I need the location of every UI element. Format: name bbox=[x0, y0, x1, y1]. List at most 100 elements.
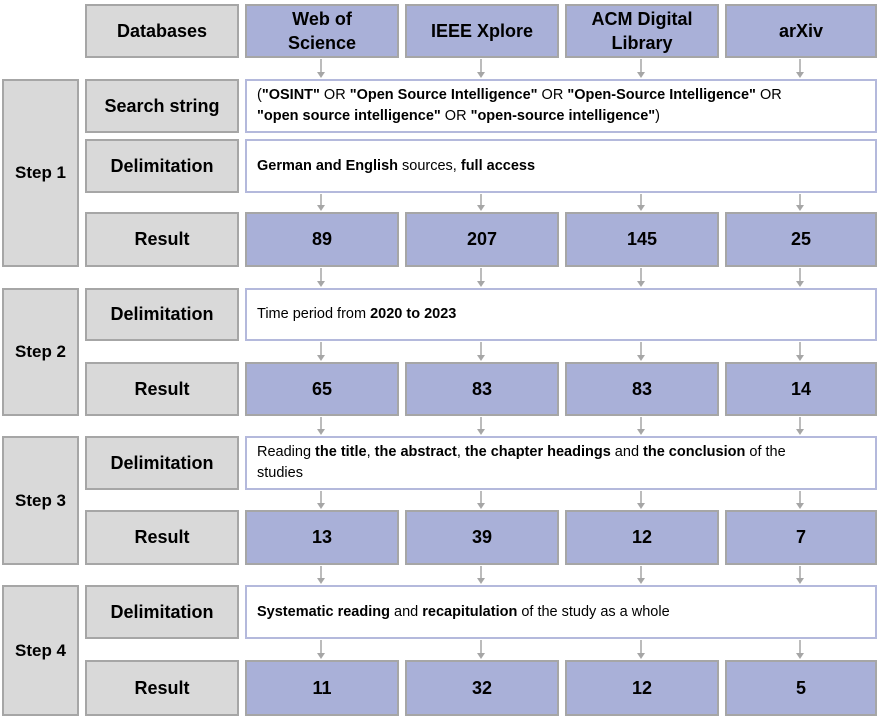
database-arxiv: arXiv bbox=[725, 4, 877, 58]
bold-text-run: the conclusion bbox=[643, 444, 746, 460]
step-2-delimitation-label: Delimitation bbox=[85, 288, 239, 341]
text-run: OR bbox=[319, 87, 350, 103]
step-4-result-web-of-science: 11 bbox=[245, 660, 399, 716]
step-4-delimitation-label: Delimitation bbox=[85, 585, 239, 639]
down-arrow-icon bbox=[317, 59, 325, 78]
step-3-result-label: Result bbox=[85, 510, 239, 565]
down-arrow-icon bbox=[796, 59, 804, 78]
text-run: and bbox=[610, 444, 644, 460]
text-line: ("OSINT" OR "Open Source Intelligence" O… bbox=[257, 85, 782, 106]
step-3-result-arxiv: 7 bbox=[725, 510, 877, 565]
step-1-result-acm: 145 bbox=[565, 212, 719, 267]
down-arrow-icon bbox=[796, 194, 804, 211]
text-run: OR bbox=[537, 87, 568, 103]
step-2-delimitation-text: Time period from 2020 to 2023 bbox=[245, 288, 877, 341]
text-run: Time period from bbox=[257, 306, 371, 322]
bold-text-run: Systematic reading bbox=[257, 603, 390, 620]
down-arrow-icon bbox=[477, 640, 485, 659]
text-run: OR bbox=[755, 87, 782, 103]
bold-text-run: the chapter headings bbox=[464, 444, 611, 460]
down-arrow-icon bbox=[637, 566, 645, 584]
bold-text-run: full access bbox=[460, 157, 536, 174]
text-run: of the study as a whole bbox=[517, 603, 670, 620]
text-run: , bbox=[366, 444, 375, 460]
down-arrow-icon bbox=[477, 194, 485, 211]
down-arrow-icon bbox=[317, 342, 325, 361]
text-run: , bbox=[456, 444, 465, 460]
database-web-of-science: Web of Science bbox=[245, 4, 399, 58]
down-arrow-icon bbox=[317, 194, 325, 211]
bold-text-run: "Open Source Intelligence" bbox=[349, 87, 538, 103]
bold-text-run: the title bbox=[315, 444, 367, 460]
down-arrow-icon bbox=[796, 417, 804, 435]
step-3-result-ieee-xplore: 39 bbox=[405, 510, 559, 565]
step-1-result-ieee-xplore: 207 bbox=[405, 212, 559, 267]
bold-text-run: 2020 to 2023 bbox=[370, 306, 457, 322]
text-run: Reading bbox=[257, 444, 316, 460]
text-line: German and English sources, full access bbox=[257, 156, 535, 177]
down-arrow-icon bbox=[317, 640, 325, 659]
step-3-delimitation-text: Reading the title, the abstract, the cha… bbox=[245, 436, 877, 490]
database-acm-digital-library: ACM Digital Library bbox=[565, 4, 719, 58]
step-4-result-label: Result bbox=[85, 660, 239, 716]
step-3-result-web-of-science: 13 bbox=[245, 510, 399, 565]
step-4-result-arxiv: 5 bbox=[725, 660, 877, 716]
down-arrow-icon bbox=[796, 640, 804, 659]
down-arrow-icon bbox=[477, 59, 485, 78]
text-run: OR bbox=[440, 108, 471, 124]
bold-text-run: "open-source intelligence" bbox=[470, 108, 656, 124]
down-arrow-icon bbox=[796, 491, 804, 509]
down-arrow-icon bbox=[637, 194, 645, 211]
step-2-result-acm: 83 bbox=[565, 362, 719, 416]
text-line: studies bbox=[257, 463, 786, 484]
down-arrow-icon bbox=[317, 566, 325, 584]
down-arrow-icon bbox=[477, 268, 485, 287]
step-2-result-web-of-science: 65 bbox=[245, 362, 399, 416]
step-1-label: Step 1 bbox=[2, 79, 79, 267]
step-2-result-label: Result bbox=[85, 362, 239, 416]
search-string-text: ("OSINT" OR "Open Source Intelligence" O… bbox=[245, 79, 877, 133]
step-4-result-acm: 12 bbox=[565, 660, 719, 716]
step-1-delimitation-label: Delimitation bbox=[85, 139, 239, 193]
bold-text-run: German and English bbox=[257, 157, 398, 174]
down-arrow-icon bbox=[317, 417, 325, 435]
down-arrow-icon bbox=[477, 417, 485, 435]
step-4-result-ieee-xplore: 32 bbox=[405, 660, 559, 716]
down-arrow-icon bbox=[796, 342, 804, 361]
down-arrow-icon bbox=[796, 566, 804, 584]
step-3-label: Step 3 bbox=[2, 436, 79, 565]
step-1-result-web-of-science: 89 bbox=[245, 212, 399, 267]
bold-text-run: recapitulation bbox=[422, 603, 518, 620]
step-1-result-label: Result bbox=[85, 212, 239, 267]
bold-text-run: "open source intelligence" bbox=[257, 108, 441, 124]
bold-text-run: the abstract bbox=[374, 444, 457, 460]
down-arrow-icon bbox=[637, 640, 645, 659]
bold-text-run: "OSINT" bbox=[261, 87, 320, 103]
step-2-result-ieee-xplore: 83 bbox=[405, 362, 559, 416]
down-arrow-icon bbox=[317, 491, 325, 509]
step-3-delimitation-label: Delimitation bbox=[85, 436, 239, 490]
text-run: ( bbox=[257, 87, 262, 103]
step-1-delimitation-text: German and English sources, full access bbox=[245, 139, 877, 193]
text-line: Time period from 2020 to 2023 bbox=[257, 304, 456, 325]
down-arrow-icon bbox=[637, 417, 645, 435]
step-2-result-arxiv: 14 bbox=[725, 362, 877, 416]
down-arrow-icon bbox=[477, 491, 485, 509]
down-arrow-icon bbox=[637, 491, 645, 509]
down-arrow-icon bbox=[637, 342, 645, 361]
bold-text-run: "Open-Source Intelligence" bbox=[567, 87, 756, 103]
text-run: sources, bbox=[398, 157, 461, 174]
text-run: of the bbox=[745, 444, 786, 460]
text-run: and bbox=[389, 603, 423, 620]
databases-label: Databases bbox=[85, 4, 239, 58]
down-arrow-icon bbox=[637, 268, 645, 287]
step-1-result-arxiv: 25 bbox=[725, 212, 877, 267]
text-run: studies bbox=[257, 465, 303, 481]
search-string-label: Search string bbox=[85, 79, 239, 133]
text-line: Reading the title, the abstract, the cha… bbox=[257, 442, 786, 463]
down-arrow-icon bbox=[477, 342, 485, 361]
step-4-label: Step 4 bbox=[2, 585, 79, 716]
text-run: ) bbox=[655, 108, 660, 124]
down-arrow-icon bbox=[317, 268, 325, 287]
